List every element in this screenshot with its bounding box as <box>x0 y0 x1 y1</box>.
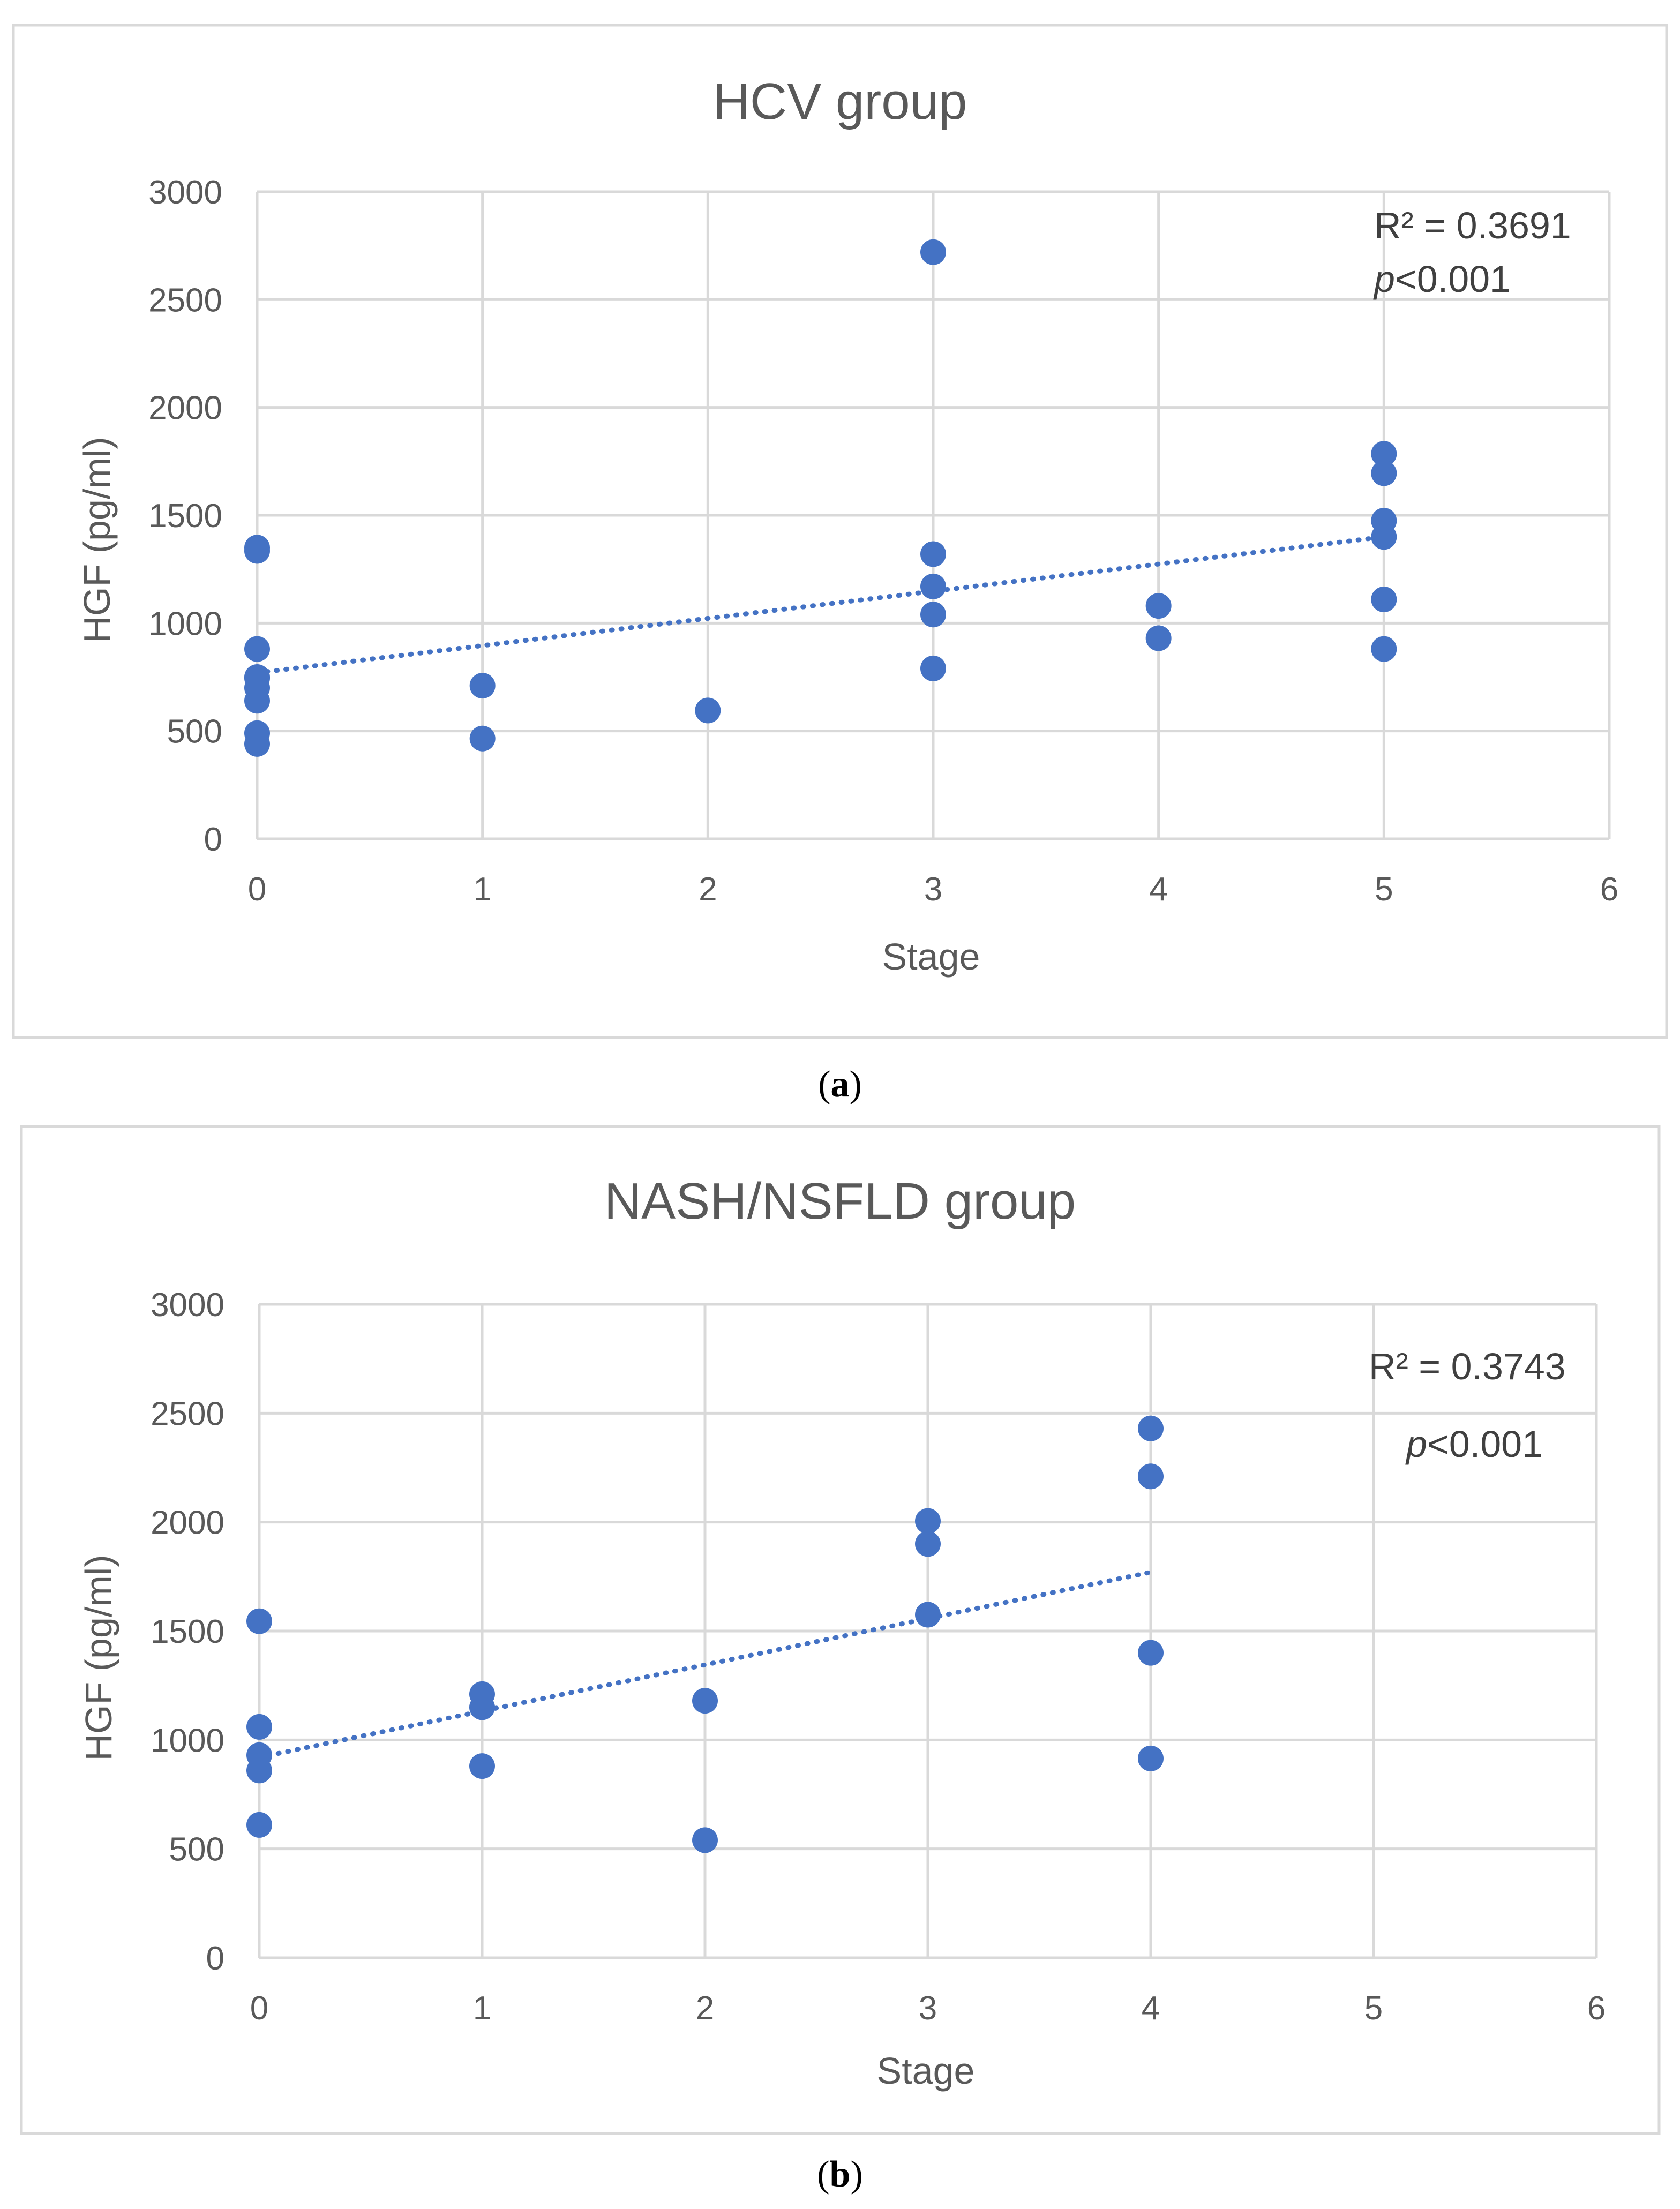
y-tick-label: 1500 <box>151 1613 224 1650</box>
data-point <box>244 538 270 564</box>
y-tick-label: 2000 <box>148 390 222 427</box>
y-tick-label: 2000 <box>151 1505 224 1542</box>
x-tick-label: 2 <box>699 871 717 908</box>
y-axis-label: HGF (pg/ml) <box>76 437 118 643</box>
x-tick-label: 4 <box>1149 871 1167 908</box>
y-tick-label: 2500 <box>151 1395 224 1432</box>
x-tick-label: 6 <box>1587 1990 1606 2027</box>
y-tick-label: 500 <box>169 1831 224 1868</box>
data-point <box>695 697 721 724</box>
x-tick-label: 1 <box>473 871 491 908</box>
data-point <box>1371 587 1397 613</box>
p-value-label: p<0.001 <box>1373 258 1511 300</box>
data-point <box>244 731 270 757</box>
x-tick-label: 3 <box>919 1990 937 2027</box>
y-tick-label: 1000 <box>151 1722 224 1759</box>
y-tick-label: 500 <box>167 713 222 750</box>
data-point <box>915 1531 941 1557</box>
x-tick-label: 4 <box>1142 1990 1160 2027</box>
data-point <box>1371 636 1397 662</box>
data-point <box>1138 1745 1164 1771</box>
y-tick-label: 0 <box>206 1940 224 1977</box>
r-squared-label: R² = 0.3743 <box>1369 1346 1566 1387</box>
x-tick-label: 0 <box>248 871 266 908</box>
x-tick-label: 6 <box>1600 871 1618 908</box>
y-tick-label: 1500 <box>148 498 222 535</box>
hcv-scatter-chart: 0 500 1000 1500 2000 2500 3000 0 1 2 3 4 5 6 HCV grou… <box>12 24 1668 1039</box>
y-axis-label: HGF (pg/ml) <box>78 1555 119 1761</box>
chart-panel-a: 0 500 1000 1500 2000 2500 3000 0 1 2 3 4 5 6 HCV grou… <box>0 0 1680 1039</box>
data-point <box>246 1812 272 1838</box>
nash-scatter-chart: 0 500 1000 1500 2000 2500 3000 0 1 2 3 4 5 6 NASH/NSF… <box>20 1125 1661 2135</box>
y-tick-label: 0 <box>204 821 222 858</box>
data-point <box>1145 593 1172 619</box>
data-point <box>246 1714 272 1740</box>
data-point <box>1371 441 1397 467</box>
linear-trendline <box>257 1569 1153 1760</box>
x-axis-label: Stage <box>882 936 980 978</box>
y-tick-label: 3000 <box>151 1287 224 1324</box>
x-tick-label: 2 <box>696 1990 714 2027</box>
chart-title: HCV group <box>713 73 968 130</box>
p-value-label: p<0.001 <box>1405 1423 1543 1465</box>
x-tick-label: 1 <box>473 1990 491 2027</box>
data-point <box>692 1827 718 1853</box>
x-axis-label: Stage <box>877 2050 975 2092</box>
data-point <box>469 725 496 752</box>
data-point <box>246 1608 272 1634</box>
data-point <box>244 688 270 714</box>
data-point <box>920 655 946 681</box>
data-point <box>1145 625 1172 651</box>
x-tick-label: 5 <box>1375 871 1393 908</box>
y-tick-label: 1000 <box>148 605 222 642</box>
chart-title: NASH/NSFLD group <box>604 1173 1076 1230</box>
data-point <box>244 665 270 692</box>
data-point <box>244 636 270 662</box>
data-point <box>246 1757 272 1784</box>
x-tick-label: 0 <box>250 1990 268 2027</box>
y-tick-label: 2500 <box>148 282 222 319</box>
data-point <box>692 1688 718 1714</box>
data-point <box>469 673 496 699</box>
y-tick-label: 3000 <box>148 174 222 211</box>
r-squared-label: R² = 0.3691 <box>1374 205 1571 246</box>
data-point <box>920 602 946 628</box>
data-point <box>1371 524 1397 550</box>
caption-a: (a) <box>818 1064 862 1105</box>
data-point <box>1371 460 1397 486</box>
data-point <box>1138 1415 1164 1441</box>
data-point <box>469 1694 495 1720</box>
data-point <box>915 1602 941 1628</box>
x-tick-label: 5 <box>1364 1990 1383 2027</box>
data-point <box>1138 1463 1164 1490</box>
chart-panel-b: 0 500 1000 1500 2000 2500 3000 0 1 2 3 4 5 6 NASH/NSF… <box>0 1122 1680 2135</box>
data-point <box>915 1508 941 1534</box>
data-point <box>469 1753 495 1779</box>
data-point <box>920 541 946 567</box>
data-point <box>920 573 946 599</box>
data-point <box>920 239 946 265</box>
data-point <box>1138 1640 1164 1666</box>
caption-b: (b) <box>817 2154 863 2195</box>
linear-trendline <box>254 534 1386 675</box>
x-tick-label: 3 <box>924 871 942 908</box>
